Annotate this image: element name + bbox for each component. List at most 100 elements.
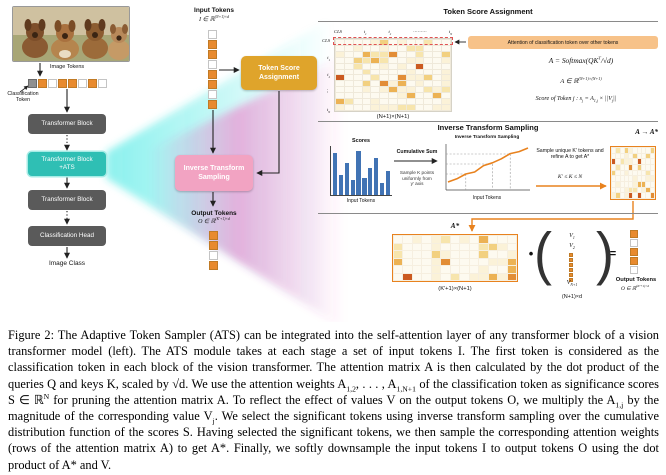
- heatmap-cell: [415, 63, 424, 69]
- heatmap-cell: [397, 40, 406, 45]
- panel-divider: [318, 121, 658, 122]
- heatmap-cell: [620, 176, 624, 181]
- heatmap-cell: [397, 81, 406, 87]
- heatmap-cell: [646, 187, 650, 193]
- heatmap-cell: [507, 258, 516, 265]
- heatmap-cell: [406, 93, 415, 99]
- heatmap-cell: [344, 75, 353, 81]
- token: [630, 230, 638, 238]
- heatmap-cell: [442, 99, 450, 105]
- heatmap-cell: [389, 105, 397, 110]
- score-bar: [379, 182, 385, 195]
- heatmap-cell: [616, 164, 620, 170]
- connector-arrows: [19, 39, 634, 259]
- dogs-illustration: [13, 7, 129, 61]
- heatmap-cell: [442, 57, 450, 63]
- token: [630, 257, 638, 265]
- heatmap-cell: [412, 273, 422, 280]
- heatmap-cell: [336, 51, 344, 57]
- heatmap-cell: [612, 164, 616, 170]
- token: [208, 90, 217, 99]
- heatmap-cell: [479, 266, 488, 273]
- final-output-token-strip: [630, 230, 638, 274]
- cdf-x-label: Input Tokens: [472, 195, 502, 201]
- heatmap-cell: [431, 243, 441, 250]
- heatmap-cell: [422, 251, 431, 258]
- heatmap-cell: [431, 273, 441, 280]
- heatmap-cell: [650, 181, 654, 187]
- heatmap-cell: [629, 153, 633, 159]
- heatmap-cell: [406, 57, 415, 63]
- heatmap-cell: [336, 75, 344, 81]
- token: [569, 258, 573, 262]
- heatmap-cell: [353, 81, 362, 87]
- heatmap-cell: [433, 99, 442, 105]
- col-label: CLS: [334, 29, 342, 34]
- token: [209, 241, 218, 250]
- heatmap-cell: [616, 181, 620, 187]
- heatmap-cell: [344, 69, 353, 75]
- score-bar: [356, 150, 361, 195]
- heatmap-cell: [362, 93, 371, 99]
- value-v1: V1: [569, 232, 575, 241]
- image-token-row: [28, 79, 107, 88]
- heatmap-cell: [362, 51, 371, 57]
- heatmap-cell: [620, 193, 624, 198]
- input-image-dogs: [12, 6, 130, 62]
- heatmap-cell: [389, 75, 397, 81]
- score-bar: [350, 180, 355, 195]
- heatmap-cell: [450, 236, 460, 243]
- col-label: tN: [448, 29, 452, 36]
- heatmap-cell: [371, 45, 380, 51]
- heatmap-cell: [624, 176, 629, 181]
- heatmap-cell: [433, 69, 442, 75]
- heatmap-cell: [397, 99, 406, 105]
- token: [630, 239, 638, 247]
- heatmap-cell: [498, 266, 507, 273]
- heatmap-cell: [650, 164, 654, 170]
- heatmap-cell: [380, 57, 389, 63]
- heatmap-cell: [498, 243, 507, 250]
- heatmap-cell: [336, 81, 344, 87]
- heatmap-cell: [380, 45, 389, 51]
- heatmap-cell: [412, 266, 422, 273]
- heatmap-cell: [629, 164, 633, 170]
- figure-caption: Figure 2: The Adaptive Token Sampler (AT…: [8, 328, 659, 472]
- heatmap-cell: [442, 87, 450, 93]
- output-tokens-math: O ∈ ℝ(K′+1)×d: [198, 217, 230, 225]
- heatmap-cell: [431, 266, 441, 273]
- score-bar: [344, 163, 350, 195]
- row-label-dots: ⋮: [325, 89, 330, 95]
- heatmap-cell: [450, 243, 460, 250]
- token: [48, 79, 57, 88]
- heatmap-cell: [488, 251, 498, 258]
- dot-product-symbol: •: [528, 246, 534, 261]
- heatmap-cell: [646, 159, 650, 164]
- heatmap-cell: [380, 75, 389, 81]
- input-tokens-math: I ∈ ℝ(N+1)×d: [198, 14, 230, 23]
- image-tokens-label: Image Tokens: [50, 64, 85, 70]
- heatmap-cell: [344, 51, 353, 57]
- matrix-column-labels: CLS t1 t2 ⋯⋯⋯ tN: [334, 29, 452, 36]
- token-score-assignment-box: Token Score Assignment: [241, 56, 317, 90]
- heatmap-cell: [412, 236, 422, 243]
- heatmap-cell: [424, 69, 433, 75]
- heatmap-cell: [450, 273, 460, 280]
- heatmap-cell: [336, 105, 344, 110]
- cdf-curve: [447, 147, 529, 183]
- heatmap-cell: [424, 87, 433, 93]
- row-label: t2: [327, 72, 330, 80]
- heatmap-cell: [344, 57, 353, 63]
- heatmap-cell: [415, 40, 424, 45]
- heatmap-cell: [450, 258, 460, 265]
- heatmap-cell: [389, 81, 397, 87]
- panel-divider: [318, 21, 658, 22]
- heatmap-cell: [353, 40, 362, 45]
- heatmap-cell: [633, 181, 637, 187]
- heatmap-cell: [371, 81, 380, 87]
- astar-matrix-dim: (K′+1)×(N+1): [438, 286, 472, 292]
- scores-bar-chart: [330, 146, 392, 196]
- heatmap-cell: [646, 153, 650, 159]
- heatmap-cell: [637, 193, 642, 198]
- heatmap-cell: [433, 75, 442, 81]
